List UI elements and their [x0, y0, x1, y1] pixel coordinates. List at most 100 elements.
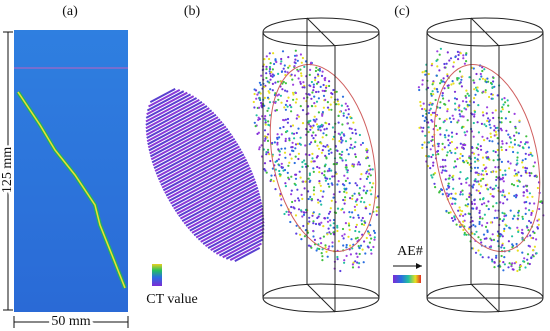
- ae-point: [329, 210, 332, 213]
- ae-point: [484, 170, 487, 173]
- ae-point: [509, 162, 512, 165]
- ae-point: [452, 178, 455, 181]
- ae-point: [367, 169, 370, 172]
- ae-point: [344, 222, 347, 225]
- ae-point: [472, 183, 475, 186]
- ae-point: [479, 145, 482, 148]
- ae-point: [290, 189, 293, 192]
- ae-point: [486, 106, 489, 109]
- ae-point: [509, 120, 512, 124]
- ae-point: [444, 136, 447, 139]
- ae-point: [524, 266, 527, 269]
- ae-point: [526, 262, 530, 265]
- ae-point: [348, 228, 351, 231]
- ae-point: [331, 175, 334, 178]
- ae-point: [329, 207, 332, 210]
- ae-point: [365, 192, 368, 195]
- ae-point: [257, 131, 260, 134]
- ae-point: [311, 91, 314, 94]
- ae-point: [431, 135, 434, 138]
- ae-point: [479, 179, 482, 182]
- ae-point: [309, 68, 312, 71]
- ae-point: [288, 161, 291, 164]
- ae-point: [284, 89, 287, 92]
- ae-point: [284, 108, 287, 111]
- ae-point: [457, 119, 460, 122]
- ae-point: [476, 121, 479, 124]
- ae-point: [327, 169, 330, 172]
- ae-point: [320, 203, 323, 206]
- ae-point: [327, 145, 330, 148]
- ae-point: [516, 159, 519, 162]
- ae-point: [465, 52, 468, 55]
- ae-point: [303, 159, 306, 162]
- ae-point: [473, 113, 476, 116]
- ae-point: [479, 215, 482, 218]
- ae-point: [308, 173, 311, 177]
- ae-point: [349, 253, 352, 256]
- ct-stripe: [156, 135, 234, 178]
- ae-point: [530, 172, 533, 175]
- ae-point: [326, 106, 330, 109]
- ae-point: [274, 168, 277, 171]
- ae-point: [452, 117, 455, 120]
- ae-point: [328, 84, 331, 88]
- ae-point: [479, 253, 482, 256]
- ae-point: [268, 153, 271, 156]
- ae-point: [340, 136, 343, 139]
- ae-point: [277, 98, 280, 101]
- ae-point: [452, 61, 455, 64]
- ae-point: [287, 176, 290, 179]
- ae-point: [280, 204, 283, 207]
- ae-point: [421, 114, 424, 117]
- ae-point: [267, 120, 270, 123]
- ae-point: [439, 133, 442, 136]
- ae-point: [338, 190, 341, 193]
- ae-point: [511, 146, 514, 149]
- ae-point: [431, 153, 434, 156]
- ae-point: [337, 240, 340, 243]
- ae-point: [354, 128, 357, 131]
- ae-point: [521, 232, 524, 235]
- ae-point: [316, 155, 319, 158]
- ae-point: [492, 80, 495, 83]
- ae-point: [421, 71, 424, 74]
- ae-point: [438, 190, 441, 193]
- ct-stripe: [145, 103, 205, 136]
- ae-point: [506, 99, 509, 102]
- ae-point: [491, 170, 494, 173]
- ae-point: [438, 69, 441, 72]
- ae-point: [491, 97, 494, 100]
- cylinder: [417, 17, 545, 313]
- ct-stripe: [145, 98, 200, 130]
- ae-point: [291, 132, 294, 135]
- ae-point: [493, 216, 496, 220]
- ae-point: [511, 217, 515, 220]
- ae-point: [272, 52, 275, 55]
- ae-point: [441, 193, 444, 196]
- ae-point: [499, 235, 502, 238]
- ae-point: [286, 71, 289, 74]
- ae-point: [486, 119, 489, 122]
- ae-point: [265, 171, 268, 174]
- ae-point: [276, 141, 279, 144]
- ae-point: [447, 182, 450, 185]
- ae-point: [304, 153, 307, 156]
- ae-point: [473, 199, 476, 202]
- ae-point: [340, 131, 343, 134]
- ae-point: [457, 209, 460, 212]
- ae-point: [320, 242, 323, 245]
- ae-point: [290, 157, 293, 160]
- ae-point: [527, 146, 531, 149]
- cylinder-axis: [470, 17, 500, 47]
- ae-point: [517, 209, 521, 212]
- ae-point: [354, 260, 357, 263]
- ae-point: [521, 159, 524, 162]
- ae-point: [355, 203, 358, 206]
- ae-point: [365, 177, 368, 180]
- ae-point: [465, 108, 468, 111]
- ae-point: [513, 138, 517, 142]
- ae-point: [309, 125, 312, 128]
- ae-point: [312, 86, 315, 89]
- ae-point: [312, 167, 315, 170]
